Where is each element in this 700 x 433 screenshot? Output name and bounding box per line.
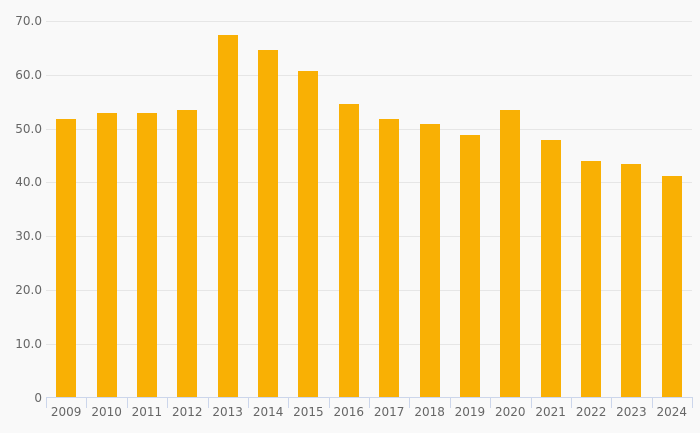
gridline (46, 236, 692, 238)
x-axis-tick (46, 398, 47, 408)
gridline (46, 290, 692, 291)
y-axis-label: 20.0 (15, 283, 42, 297)
x-axis-tick (692, 398, 693, 408)
bar-2011[interactable] (136, 113, 157, 398)
y-axis-label: 70.0 (15, 14, 42, 28)
x-axis-tick (570, 398, 572, 408)
x-axis-tick (86, 398, 88, 408)
x-axis-label: 2022 (575, 405, 607, 419)
y-axis-label: 0 (34, 390, 42, 405)
gridline (46, 74, 692, 76)
x-axis-label: 2012 (172, 405, 203, 419)
bar-2016[interactable] (338, 103, 359, 398)
gridline (46, 21, 692, 22)
y-axis-label: 40.0 (15, 175, 42, 190)
x-axis-tick (651, 398, 653, 408)
x-axis-tick (126, 398, 128, 408)
bar-2017[interactable] (379, 118, 400, 398)
x-axis-label: 2013 (212, 405, 243, 419)
gridline (46, 128, 692, 130)
bar-2018[interactable] (419, 124, 440, 398)
x-axis-label: 2016 (333, 405, 365, 419)
bar-2012[interactable] (177, 110, 198, 398)
y-axis-label: 60.0 (15, 67, 42, 82)
bar-2010[interactable] (96, 113, 117, 398)
x-axis-label: 2023 (616, 405, 647, 419)
bar-2015[interactable] (298, 71, 319, 398)
bar-2019[interactable] (459, 135, 480, 398)
x-axis-tick (207, 398, 209, 408)
x-axis-tick (328, 398, 330, 408)
bar-2024[interactable] (661, 175, 682, 398)
x-axis-tick (247, 398, 249, 408)
x-axis-label: 2010 (91, 405, 122, 419)
y-axis-label: 50.0 (15, 121, 42, 136)
bar-2014[interactable] (258, 49, 279, 398)
x-axis-label: 2015 (293, 405, 324, 419)
x-axis-tick (288, 398, 290, 408)
x-axis-tick (409, 398, 411, 408)
x-axis-label: 2011 (131, 405, 163, 419)
x-axis-tick (449, 398, 451, 408)
gridline (46, 182, 692, 184)
x-axis-label: 2014 (252, 405, 284, 419)
x-axis-label: 2017 (373, 405, 405, 419)
x-axis-label: 2009 (50, 405, 82, 419)
x-axis-tick (369, 398, 370, 408)
x-axis-label: 2020 (495, 405, 526, 419)
x-axis-label: 2024 (656, 405, 688, 419)
x-axis-tick (490, 398, 492, 408)
x-axis-tick (530, 398, 532, 408)
bar-2021[interactable] (540, 140, 561, 398)
x-axis-label: 2018 (414, 405, 445, 419)
bar-2020[interactable] (500, 109, 521, 398)
bar-2022[interactable] (581, 160, 602, 398)
x-axis-label: 2021 (535, 405, 566, 419)
y-axis-label: 10.0 (15, 336, 42, 351)
x-axis-label: 2019 (454, 405, 486, 419)
bar-2023[interactable] (621, 163, 642, 398)
y-axis-label: 30.0 (15, 229, 42, 244)
gridline (46, 343, 692, 345)
x-axis-tick (167, 398, 169, 408)
bar-2013[interactable] (217, 35, 238, 398)
bar-2009[interactable] (56, 118, 77, 398)
x-axis-line (46, 397, 693, 398)
x-axis-tick (611, 398, 613, 408)
